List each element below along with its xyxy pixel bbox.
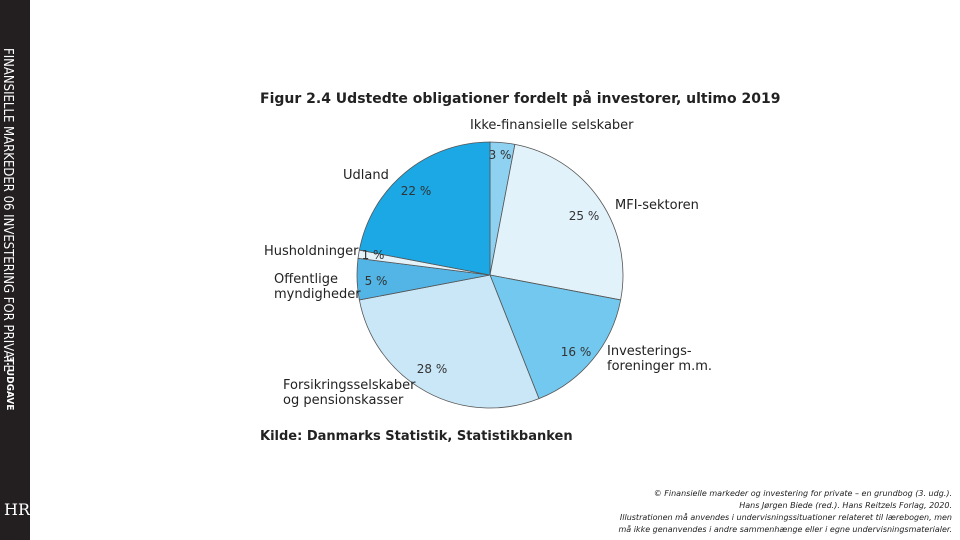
copyright: © Finansielle markeder og investering fo… — [618, 488, 952, 536]
copyright-line: Illustrationen må anvendes i undervisnin… — [619, 513, 952, 522]
slice-label: Ikke-finansielle selskaber — [470, 118, 634, 133]
value-label: 28 % — [416, 362, 448, 376]
pie-slice — [489, 143, 624, 301]
value-label: 1 % — [361, 248, 385, 262]
pie-slice — [358, 141, 491, 276]
value-label: 22 % — [400, 184, 432, 198]
slice-label: Husholdninger — [264, 244, 359, 259]
value-label: 25 % — [568, 209, 600, 223]
copyright-line: © Finansielle markeder og investering fo… — [653, 489, 952, 498]
value-label: 16 % — [560, 345, 592, 359]
slice-label: Udland — [343, 168, 389, 183]
value-label: 3 % — [488, 148, 512, 162]
value-label: 5 % — [364, 274, 388, 288]
chart-title: Figur 2.4 Udstedte obligationer fordelt … — [260, 91, 781, 107]
slice-label: Investerings- foreninger m.m. — [607, 344, 712, 374]
source: Kilde: Danmarks Statistik, Statistikbank… — [260, 429, 573, 444]
sidebar: FINANSIELLE MARKEDER 06 INVESTERING FOR … — [0, 0, 30, 540]
copyright-line: Hans Jørgen Biede (red.). Hans Reitzels … — [739, 501, 952, 510]
slice-label: MFI-sektoren — [615, 198, 699, 213]
logo: HR — [4, 500, 30, 519]
copyright-line: må ikke genanvendes i andre sammenhænge … — [618, 525, 952, 534]
slice-label: Offentlige myndigheder — [274, 272, 361, 302]
slice-label: Forsikringsselskaber og pensionskasser — [283, 378, 416, 408]
pie-slice — [489, 274, 622, 400]
pie-slice — [358, 274, 540, 409]
